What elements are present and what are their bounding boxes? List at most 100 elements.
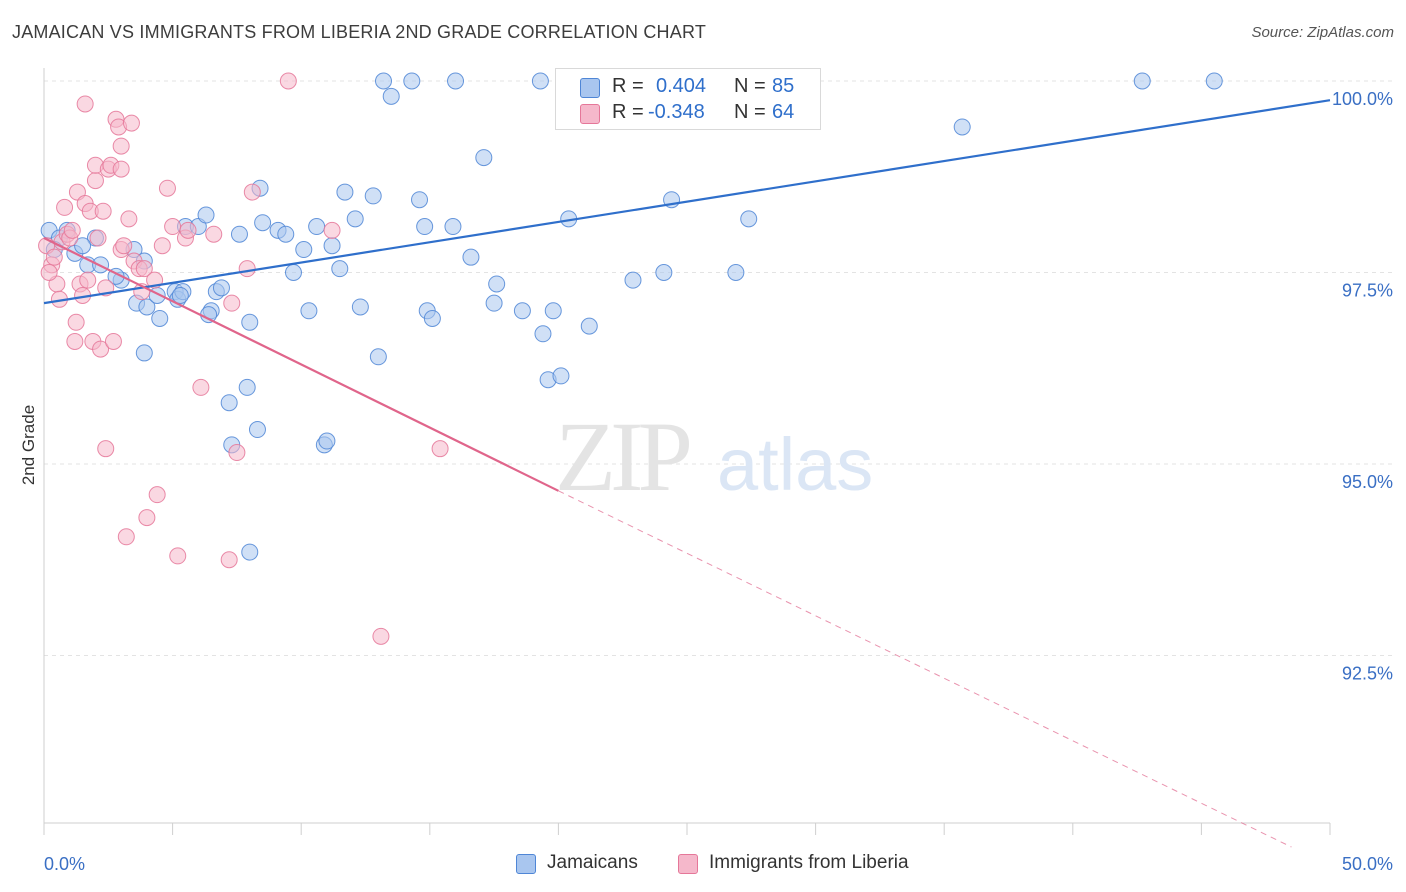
- y-tick-label: 100.0%: [1332, 89, 1393, 109]
- jamaican-point: [369, 348, 387, 366]
- liberia-point: [323, 221, 341, 239]
- jamaican-point: [552, 367, 570, 385]
- jamaican-point: [1133, 72, 1151, 90]
- liberia-point: [86, 172, 104, 190]
- jamaican-point: [531, 72, 549, 90]
- liberia-point: [63, 221, 81, 239]
- legend-r-label: R =: [612, 101, 644, 123]
- jamaican-point: [475, 149, 493, 167]
- liberia-trend-extension: [558, 490, 1292, 848]
- jamaican-point: [254, 214, 272, 232]
- jamaican-point: [241, 313, 259, 331]
- jamaican-point: [238, 378, 256, 396]
- bottom-legend-label: Immigrants from Liberia: [709, 852, 909, 873]
- jamaican-point: [624, 271, 642, 289]
- liberia-point: [104, 332, 122, 350]
- jamaican-point: [300, 302, 318, 320]
- jamaican-point: [423, 309, 441, 327]
- jamaican-point: [375, 72, 393, 90]
- liberia-point: [120, 210, 138, 228]
- liberia-point: [228, 444, 246, 462]
- jamaican-point: [488, 275, 506, 293]
- jamaican-point: [346, 210, 364, 228]
- legend-n-value: 85: [772, 75, 795, 97]
- liberia-point: [94, 202, 112, 220]
- liberia-point: [115, 237, 133, 255]
- watermark-zip: ZIP: [555, 401, 689, 512]
- correlation-legend: R = 0.404 N = 85 R = -0.348 N = 64: [555, 68, 821, 130]
- jamaican-point: [331, 260, 349, 278]
- legend-swatch-blue: [580, 78, 600, 98]
- liberia-point: [97, 440, 115, 458]
- jamaican-point: [382, 87, 400, 105]
- jamaican-point: [138, 298, 156, 316]
- liberia-point: [223, 294, 241, 312]
- y-axis-label: 2nd Grade: [19, 405, 38, 485]
- legend-r-value: 0.404: [656, 75, 707, 97]
- jamaican-point: [241, 543, 259, 561]
- jamaican-point: [220, 394, 238, 412]
- legend-swatch-pink: [580, 104, 600, 124]
- watermark-atlas: atlas: [717, 423, 873, 506]
- liberia-point: [192, 378, 210, 396]
- liberia-point: [66, 332, 84, 350]
- x-tick-label: 50.0%: [1342, 854, 1393, 874]
- jamaican-point: [197, 206, 215, 224]
- legend-r-value: -0.348: [648, 101, 705, 123]
- jamaican-point: [295, 241, 313, 259]
- jamaican-point: [151, 309, 169, 327]
- jamaican-point: [534, 325, 552, 343]
- liberia-point: [179, 221, 197, 239]
- liberia-point: [431, 440, 449, 458]
- liberia-point: [169, 547, 187, 565]
- jamaican-point: [727, 264, 745, 281]
- liberia-point: [238, 260, 256, 278]
- liberia-point: [158, 179, 176, 197]
- jamaican-point: [513, 302, 531, 320]
- source-credit: Source: ZipAtlas.com: [1251, 24, 1394, 41]
- jamaican-point: [212, 279, 230, 297]
- jamaican-point: [364, 187, 382, 205]
- liberia-trend-line: [43, 237, 559, 492]
- y-tick-label: 97.5%: [1342, 281, 1393, 301]
- jamaican-point: [655, 264, 673, 281]
- y-tick-label: 95.0%: [1342, 472, 1393, 492]
- jamaican-trend-line: [43, 99, 1331, 305]
- liberia-point: [205, 225, 223, 243]
- chart-title: JAMAICAN VS IMMIGRANTS FROM LIBERIA 2ND …: [12, 22, 707, 42]
- liberia-point: [117, 528, 135, 546]
- jamaican-point: [411, 191, 429, 209]
- liberia-point: [79, 271, 97, 289]
- jamaican-point: [953, 118, 971, 136]
- x-tick-label: 0.0%: [44, 854, 85, 874]
- legend-n-label: N =: [734, 101, 766, 123]
- legend-n-value: 64: [772, 101, 795, 123]
- legend-n-label: N =: [734, 75, 766, 97]
- jamaican-point: [580, 317, 598, 335]
- liberia-point: [135, 260, 153, 278]
- liberia-point: [372, 627, 390, 645]
- jamaican-point: [462, 248, 480, 266]
- liberia-point: [279, 72, 297, 90]
- jamaican-point: [1205, 72, 1223, 90]
- liberia-point: [122, 114, 140, 132]
- bottom-legend-swatch-blue: [516, 854, 536, 874]
- jamaican-point: [284, 264, 302, 281]
- jamaican-point: [171, 286, 189, 304]
- liberia-point: [56, 198, 74, 216]
- bottom-legend-swatch-pink: [678, 854, 698, 874]
- liberia-point: [92, 340, 110, 358]
- liberia-point: [138, 509, 156, 527]
- liberia-point: [243, 183, 261, 201]
- jamaican-point: [447, 72, 465, 90]
- y-tick-label: 92.5%: [1342, 664, 1393, 684]
- jamaican-point: [200, 306, 218, 324]
- liberia-point: [89, 229, 107, 247]
- jamaican-point: [485, 294, 503, 312]
- jamaican-point: [403, 72, 421, 90]
- jamaican-point: [230, 225, 248, 243]
- legend-r-label: R =: [612, 75, 644, 97]
- jamaican-point: [444, 218, 462, 236]
- jamaican-point: [135, 344, 153, 362]
